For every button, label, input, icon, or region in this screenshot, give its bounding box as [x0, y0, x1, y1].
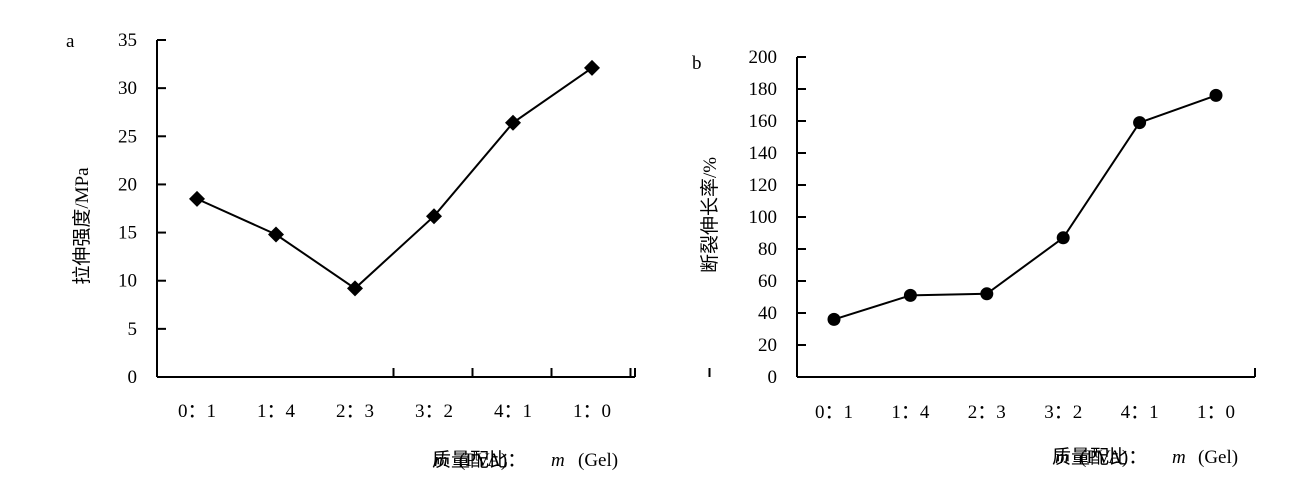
data-point — [1209, 88, 1223, 102]
x-axis-label-end-b: (Gel) — [1198, 447, 1238, 468]
x-tick-label: 4：1 — [494, 401, 532, 422]
y-tick-label: 100 — [749, 207, 778, 228]
series-line — [196, 67, 593, 290]
x-axis-label-text-a: 质量配比 — [432, 449, 508, 471]
data-point — [980, 287, 994, 301]
chart-panel-b: b 断裂伸长率/% 质量配比 m (PVA)： m (Gel) 0 20 40 60 8… — [692, 47, 1256, 468]
y-tick-label: 20 — [758, 335, 777, 356]
x-tick-label: 2：3 — [336, 401, 374, 422]
data-point — [1056, 231, 1070, 245]
x-tick-label: 4：1 — [1121, 402, 1159, 423]
panel-label-a: a — [66, 31, 75, 52]
y-tick-label: 30 — [118, 78, 137, 99]
x-axis-label-b: 质量配比 m (PVA)： m (Gel) — [1052, 446, 1238, 468]
data-point — [505, 114, 521, 131]
panel-label-b: b — [692, 53, 702, 74]
x-axis-label-mid-b: (PVA)： — [1080, 447, 1147, 468]
x-tick-label: 1：4 — [257, 401, 296, 422]
x-axis-label-mid-a: (PVA)： — [459, 450, 526, 471]
data-point — [189, 190, 205, 207]
data-point — [903, 288, 917, 302]
data-point — [426, 208, 442, 225]
x-tick-label: 0：1 — [178, 401, 216, 422]
y-tick-label: 10 — [118, 271, 137, 292]
x-tick-label: 1：4 — [891, 402, 930, 423]
x-axis-label-m2-a: m — [551, 450, 565, 471]
y-tick-label: 35 — [118, 30, 137, 51]
y-tick-label: 0 — [128, 367, 138, 388]
series-line — [833, 94, 1217, 321]
x-axis-label-a: 质量配比 m (PVA)： m (Gel) — [432, 449, 618, 471]
y-tick-label: 5 — [128, 319, 138, 340]
x-axis-label-text-b: 质量配比 — [1052, 446, 1128, 468]
data-point — [584, 59, 600, 76]
x-axis-label-end-a: (Gel) — [578, 450, 618, 471]
y-tick-label: 180 — [749, 79, 778, 100]
x-tick-label: 2：3 — [968, 402, 1006, 423]
x-tick-label: 3：2 — [1044, 402, 1082, 423]
x-tick-label: 1：0 — [1197, 402, 1235, 423]
y-tick-label: 60 — [758, 271, 777, 292]
y-tick-label: 80 — [758, 239, 777, 260]
y-tick-label: 160 — [749, 111, 778, 132]
y-tick-label: 0 — [768, 367, 778, 388]
x-axis-label-m2-b: m — [1172, 447, 1186, 468]
y-axis-label-a: 拉伸强度/MPa — [71, 167, 93, 285]
y-tick-label: 200 — [749, 47, 778, 68]
x-axis-label-m1-b: m — [1055, 447, 1069, 468]
x-tick-label: 3：2 — [415, 401, 453, 422]
x-axis-label-m1-a: m — [434, 450, 448, 471]
y-tick-label: 20 — [118, 174, 137, 195]
y-tick-label: 120 — [749, 175, 778, 196]
x-tick-label: 1：0 — [573, 401, 611, 422]
data-point — [347, 280, 363, 297]
y-tick-label: 15 — [118, 223, 137, 244]
chart-panel-a: a 拉伸强度/MPa 质量配比 m (PVA)： m (Gel) 0 5 10 15 2… — [66, 30, 711, 471]
y-tick-label: 140 — [749, 143, 778, 164]
y-axis-label-b: 断裂伸长率/% — [699, 157, 721, 273]
data-point — [827, 312, 841, 326]
data-point — [1133, 116, 1147, 130]
y-tick-label: 25 — [118, 126, 137, 147]
data-point — [268, 226, 284, 243]
y-tick-label: 40 — [758, 303, 777, 324]
x-tick-label: 0：1 — [815, 402, 853, 423]
